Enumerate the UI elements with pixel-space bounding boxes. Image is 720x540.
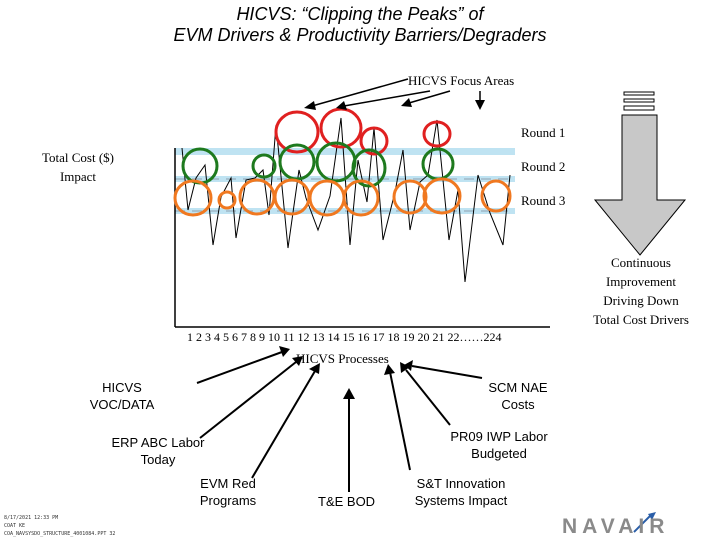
input-arrow xyxy=(411,365,483,379)
arrow-stripe xyxy=(623,105,655,111)
input-arrow xyxy=(196,351,283,384)
footer-line: COA_NAVSYSDO_STRUCTURE_4001084.PPT 32 xyxy=(4,531,116,537)
navair-logo xyxy=(633,512,656,533)
te-bod-label: T&E BOD xyxy=(318,494,376,509)
focus-areas-label: HICVS Focus Areas xyxy=(408,73,515,88)
round-2-label: Round 2 xyxy=(521,159,566,174)
round3-circle xyxy=(392,179,428,215)
navair-logo-text: NAVAIR xyxy=(562,515,670,538)
logo-swoosh xyxy=(633,513,653,533)
round-3-label: Round 3 xyxy=(521,193,566,208)
input-arrow xyxy=(405,369,451,426)
round3-circle xyxy=(173,179,213,217)
arrowhead xyxy=(336,101,347,110)
footer-info: 8/17/2021 12:33 PM COAT KE COA_NAVSYSDO_… xyxy=(4,514,115,538)
focus-arrowheads xyxy=(304,98,485,110)
round2-circle xyxy=(251,153,277,179)
focus-arrows xyxy=(311,78,481,107)
arrow-stripe xyxy=(623,91,655,96)
arrowhead xyxy=(304,101,316,110)
input-arrow xyxy=(389,371,411,471)
voc-data-label: HICVS VOC/DATA xyxy=(89,380,155,412)
arrowhead xyxy=(384,364,395,375)
slide-title-line-2: EVM Drivers & Productivity Barriers/Degr… xyxy=(173,25,547,45)
arrow-stripe xyxy=(623,98,655,103)
footer-line: 8/17/2021 12:33 PM xyxy=(4,515,59,521)
round2-circle xyxy=(278,143,316,181)
round3-circles xyxy=(173,177,512,217)
footer-line: COAT KE xyxy=(4,523,26,529)
round1-circle xyxy=(274,110,320,154)
arrowhead xyxy=(279,346,290,357)
round2-circle xyxy=(351,148,387,188)
erp-abc-label: ERP ABC Labor Today xyxy=(111,435,205,467)
arrow-body xyxy=(593,114,687,256)
st-innovation-label: S&T Innovation Systems Impact xyxy=(414,476,508,508)
arrowhead xyxy=(404,360,413,371)
focus-arrow xyxy=(311,78,409,107)
cost-line xyxy=(181,117,511,283)
arrowhead xyxy=(475,100,485,110)
input-arrow xyxy=(251,370,316,479)
logo-arrowhead xyxy=(648,512,656,520)
arrowhead xyxy=(400,362,410,373)
x-axis-title: HICVS Processes xyxy=(296,351,389,366)
round1-circle xyxy=(359,126,389,156)
scm-nae-label: SCM NAE Costs xyxy=(488,380,548,412)
round1-circle xyxy=(319,107,363,149)
round1-band xyxy=(175,148,515,155)
round3-circle xyxy=(422,177,462,215)
input-arrowheads xyxy=(279,346,413,399)
y-axis-label: Total Cost ($) Impact xyxy=(41,150,115,184)
round1-circles xyxy=(274,107,452,156)
arrowhead xyxy=(343,388,355,399)
round3-circle xyxy=(217,190,237,210)
input-arrow xyxy=(199,361,297,439)
round3-circle xyxy=(342,179,380,217)
round-1-label: Round 1 xyxy=(521,125,566,140)
arrowhead xyxy=(309,363,320,374)
pr09-iwp-label: PR09 IWP Labor Budgeted xyxy=(450,429,548,461)
focus-arrow xyxy=(408,90,451,104)
focus-arrow xyxy=(343,90,431,107)
evm-red-programs-label: EVM Red Programs xyxy=(199,476,257,508)
round3-circle xyxy=(480,179,512,213)
arrowhead xyxy=(401,98,412,107)
round1-circle xyxy=(422,120,452,148)
arrowhead xyxy=(292,356,303,366)
slide-title-line-1: HICVS: “Clipping the Peaks” of xyxy=(236,4,484,24)
continuous-improvement-label: Continuous Improvement Driving Down Tota… xyxy=(593,255,689,327)
input-arrows xyxy=(196,351,483,492)
continuous-improvement-arrow xyxy=(593,91,687,256)
x-axis-ticks: 1 2 3 4 5 6 7 8 9 10 11 12 13 14 15 16 1… xyxy=(187,330,502,344)
